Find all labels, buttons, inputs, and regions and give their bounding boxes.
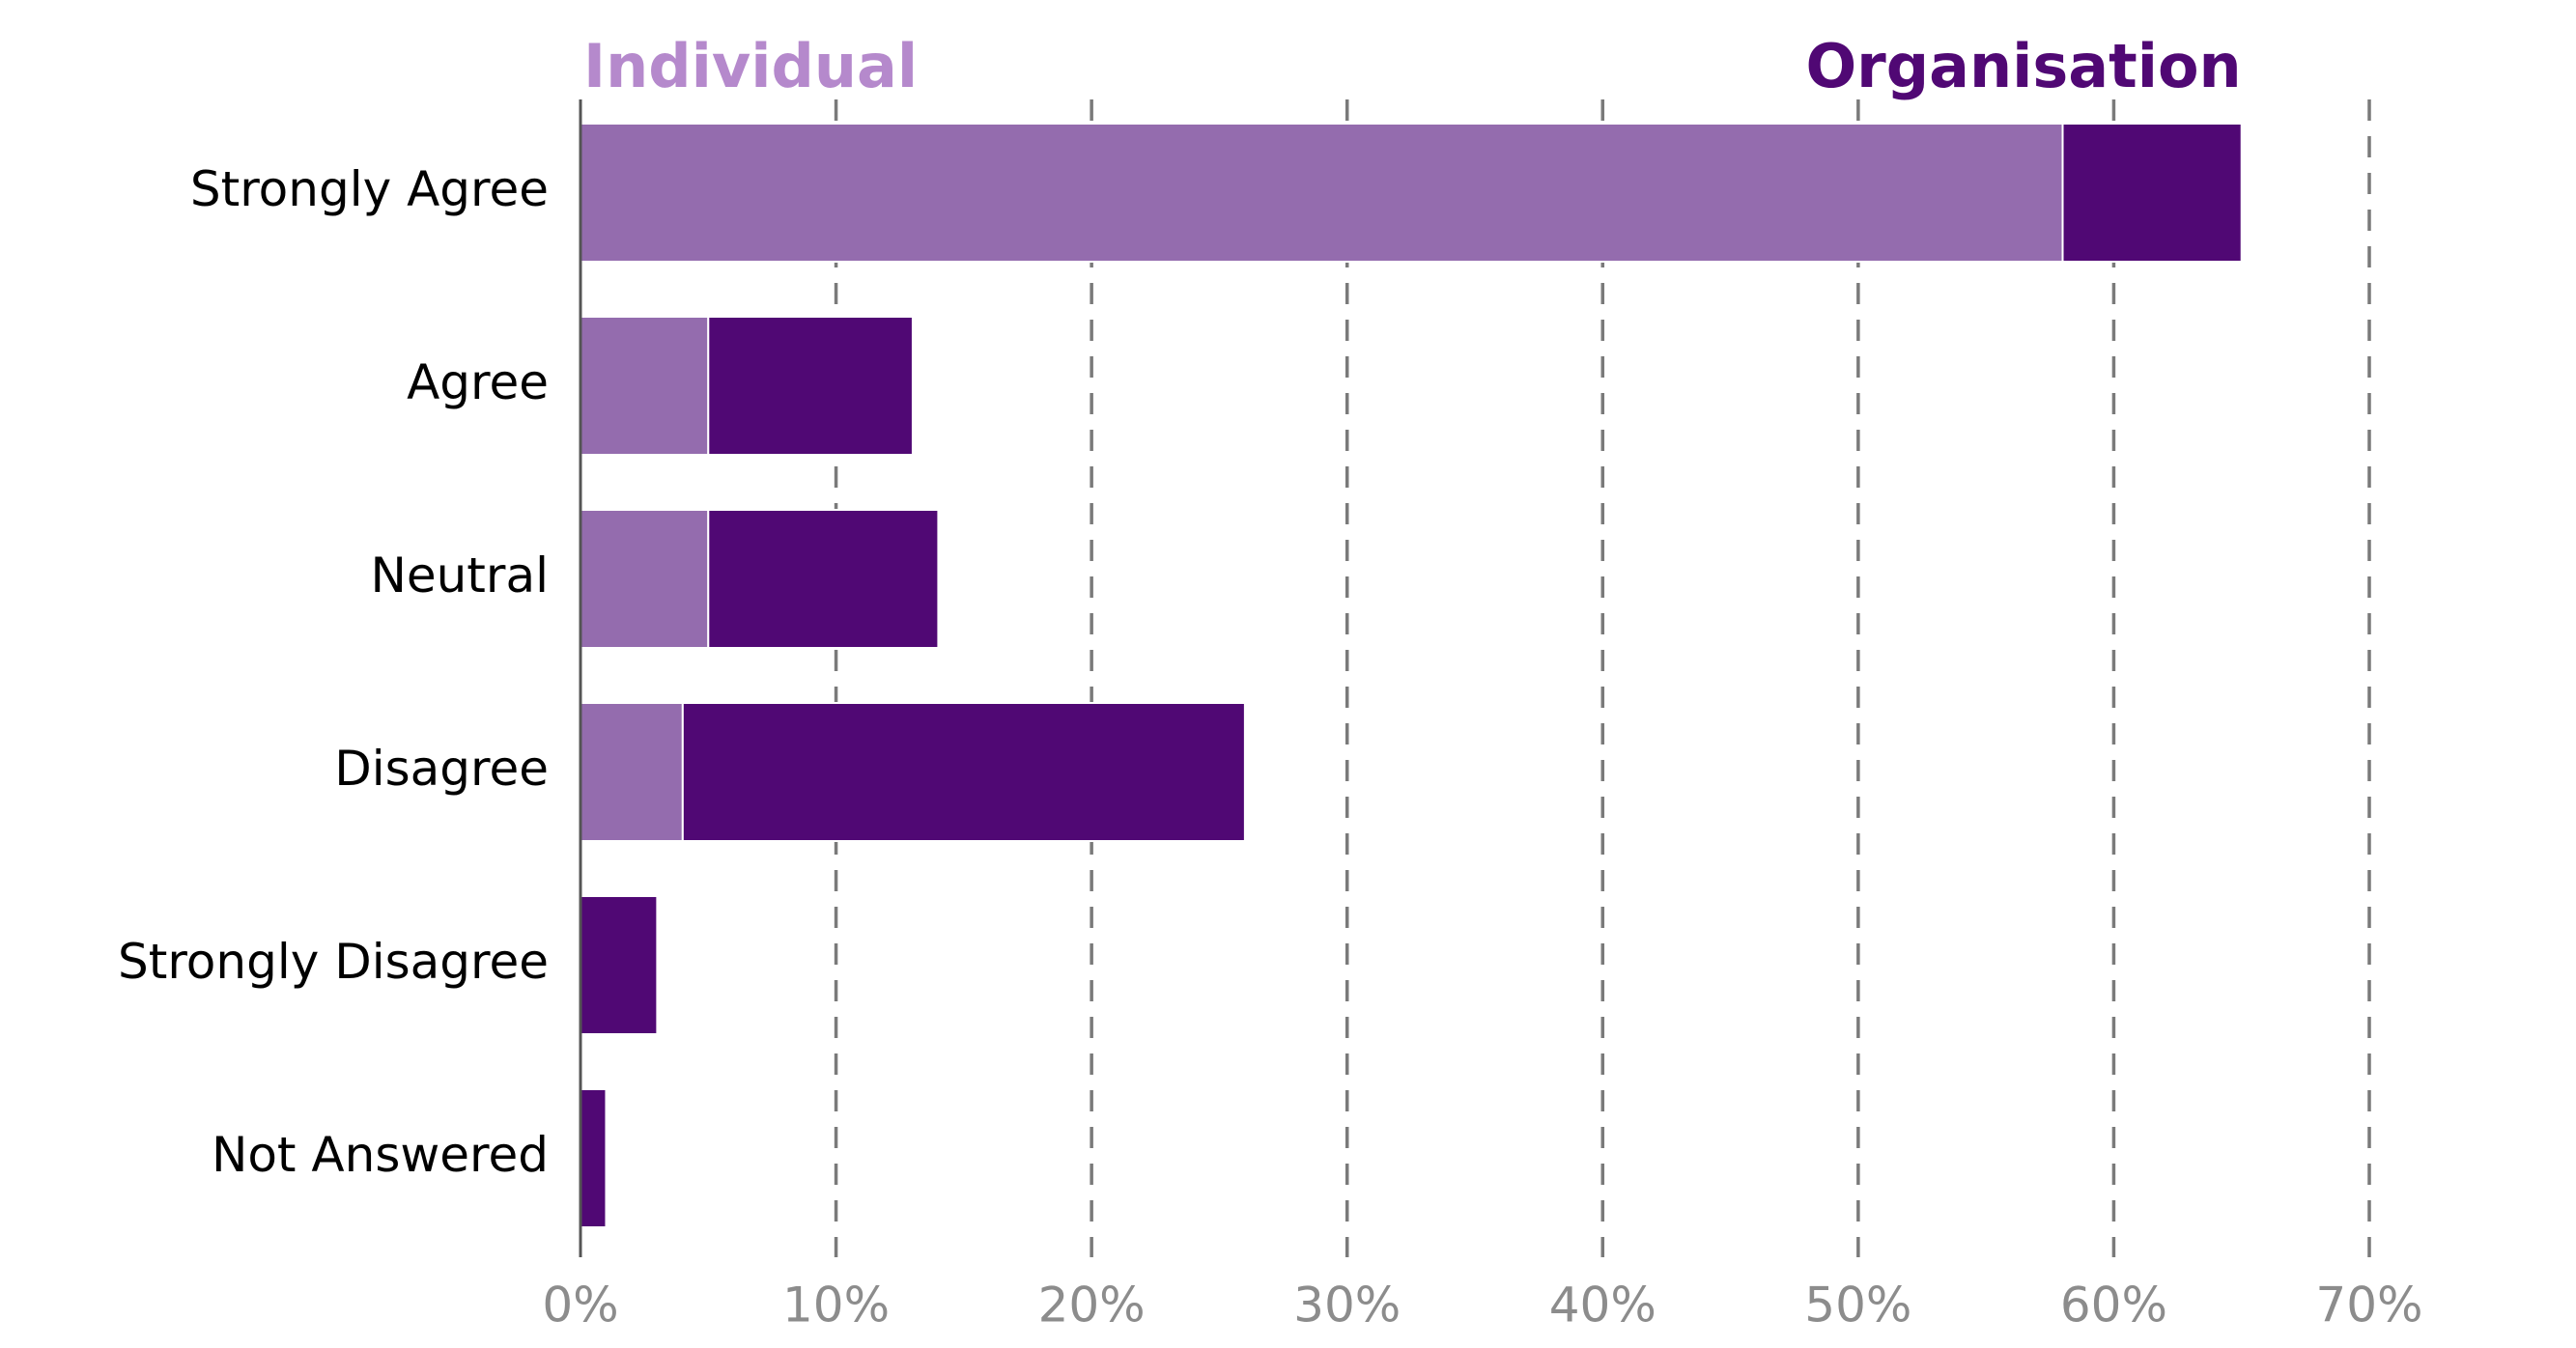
- category-label-agree: Agree: [407, 354, 549, 410]
- bar-individual-neutral: [580, 509, 710, 649]
- legend-individual: Individual: [583, 31, 918, 101]
- x-tick-0pct: 0%: [542, 1278, 618, 1334]
- bar-organisation-neutral: [707, 509, 940, 649]
- bar-organisation-strongly-disagree: [580, 895, 659, 1035]
- bar-individual-strongly-agree: [580, 123, 2064, 263]
- gridlines: [834, 99, 2371, 1257]
- bar-organisation-strongly-agree: [2061, 123, 2243, 263]
- x-tick-30pct: 30%: [1293, 1278, 1401, 1334]
- bar-individual-agree: [580, 316, 710, 456]
- bar-organisation-agree: [707, 316, 914, 456]
- category-label-not-answered: Not Answered: [212, 1127, 549, 1183]
- x-tick-40pct: 40%: [1549, 1278, 1656, 1334]
- bar-organisation-not-answered: [580, 1088, 608, 1228]
- category-labels: Strongly Agree Agree Neutral Disagree Strong…: [118, 161, 549, 1183]
- legend: Individual Organisation: [583, 31, 2242, 101]
- bars: [580, 123, 2243, 1228]
- bar-organisation-disagree: [681, 702, 1246, 842]
- category-label-neutral: Neutral: [370, 548, 549, 604]
- legend-organisation: Organisation: [1805, 31, 2241, 101]
- x-tick-50pct: 50%: [1804, 1278, 1911, 1334]
- x-tick-10pct: 10%: [782, 1278, 890, 1334]
- x-tick-70pct: 70%: [2315, 1278, 2422, 1334]
- category-label-strongly-disagree: Strongly Disagree: [118, 934, 549, 990]
- bar-individual-disagree: [580, 702, 684, 842]
- x-tick-20pct: 20%: [1038, 1278, 1146, 1334]
- category-label-disagree: Disagree: [334, 741, 549, 797]
- x-tick-60pct: 60%: [2060, 1278, 2167, 1334]
- x-tick-labels: 0% 10% 20% 30% 40% 50% 60% 70%: [542, 1278, 2422, 1334]
- category-label-strongly-agree: Strongly Agree: [190, 161, 549, 217]
